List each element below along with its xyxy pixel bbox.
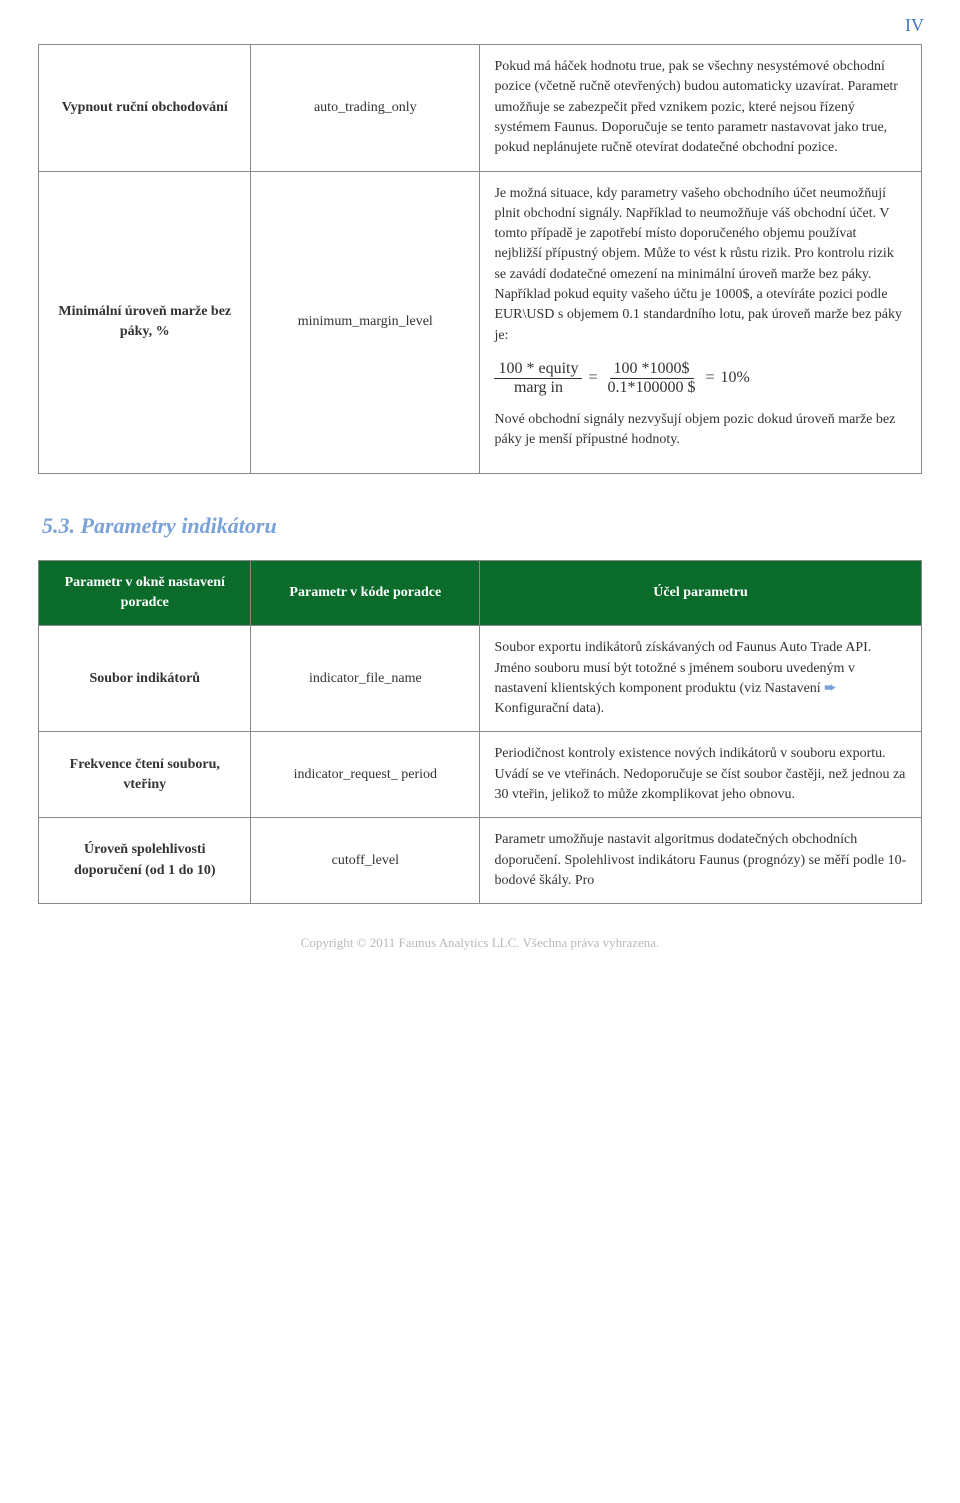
desc-paragraph: Nové obchodní signály nezvyšují objem po… — [494, 410, 906, 451]
arrow-icon: ➨ — [821, 681, 836, 696]
numerator: 100 * equity — [494, 360, 582, 379]
numerator: 100 *1000$ — [610, 360, 694, 379]
table-row: Frekvence čtení souboru, vteřiny indicat… — [39, 732, 921, 818]
fraction: 100 *1000$ 0.1*100000 $ — [604, 360, 700, 396]
param-label: Minimální úroveň marže bez páky, % — [39, 171, 251, 473]
table-header-row: Parametr v okně nastavení poradce Parame… — [39, 560, 921, 626]
desc-paragraph: Je možná situace, kdy parametry vašeho o… — [494, 184, 906, 346]
param-code: indicator_file_name — [251, 626, 480, 732]
param-code: cutoff_level — [251, 818, 480, 904]
equals-sign: = — [706, 366, 715, 389]
param-label: Soubor indikátorů — [39, 626, 251, 732]
fraction: 100 * equity marg in — [494, 360, 582, 396]
column-header: Parametr v kóde poradce — [251, 560, 480, 626]
table-row: Úroveň spolehlivosti doporučení (od 1 do… — [39, 818, 921, 904]
footer-copyright: Copyright © 2011 Faunus Analytics LLC. V… — [0, 934, 960, 953]
param-desc: Soubor exportu indikátorů získávaných od… — [480, 626, 921, 732]
table-row: Vypnout ruční obchodování auto_trading_o… — [39, 45, 921, 171]
column-header: Parametr v okně nastavení poradce — [39, 560, 251, 626]
equals-sign: = — [588, 366, 597, 389]
parameters-table-1: Vypnout ruční obchodování auto_trading_o… — [38, 44, 921, 474]
param-desc: Je možná situace, kdy parametry vašeho o… — [480, 171, 921, 473]
parameters-table-2: Parametr v okně nastavení poradce Parame… — [38, 560, 921, 905]
nav-link: Nastavení — [765, 681, 821, 696]
page-number: IV — [0, 0, 960, 44]
param-desc: Periodičnost kontroly existence nových i… — [480, 732, 921, 818]
table-row: Minimální úroveň marže bez páky, % minim… — [39, 171, 921, 473]
table-row: Soubor indikátorů indicator_file_name So… — [39, 626, 921, 732]
param-label: Úroveň spolehlivosti doporučení (od 1 do… — [39, 818, 251, 904]
param-label: Vypnout ruční obchodování — [39, 45, 251, 171]
formula-result: 10% — [721, 366, 750, 389]
denominator: marg in — [510, 379, 567, 397]
param-desc: Parametr umožňuje nastavit algoritmus do… — [480, 818, 921, 904]
param-label: Frekvence čtení souboru, vteřiny — [39, 732, 251, 818]
param-code: auto_trading_only — [251, 45, 480, 171]
nav-link: Konfigurační data — [494, 701, 595, 716]
param-code: indicator_request_ period — [251, 732, 480, 818]
formula: 100 * equity marg in = 100 *1000$ 0.1*10… — [494, 360, 906, 396]
section-heading: 5.3. Parametry indikátoru — [42, 510, 960, 542]
column-header: Účel parametru — [480, 560, 921, 626]
desc-text: ). — [596, 701, 604, 716]
denominator: 0.1*100000 $ — [604, 379, 700, 397]
param-code: minimum_margin_level — [251, 171, 480, 473]
param-desc: Pokud má háček hodnotu true, pak se všec… — [480, 45, 921, 171]
